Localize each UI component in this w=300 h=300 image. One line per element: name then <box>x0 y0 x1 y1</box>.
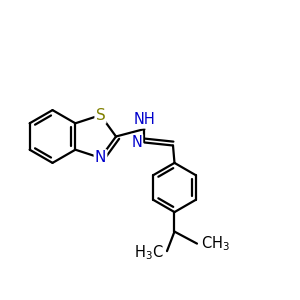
Text: H$_3$C: H$_3$C <box>134 243 164 262</box>
Text: N: N <box>131 135 142 150</box>
Text: S: S <box>96 108 105 123</box>
Text: NH: NH <box>134 112 155 128</box>
Text: N: N <box>95 150 106 165</box>
Text: CH$_3$: CH$_3$ <box>201 234 230 253</box>
